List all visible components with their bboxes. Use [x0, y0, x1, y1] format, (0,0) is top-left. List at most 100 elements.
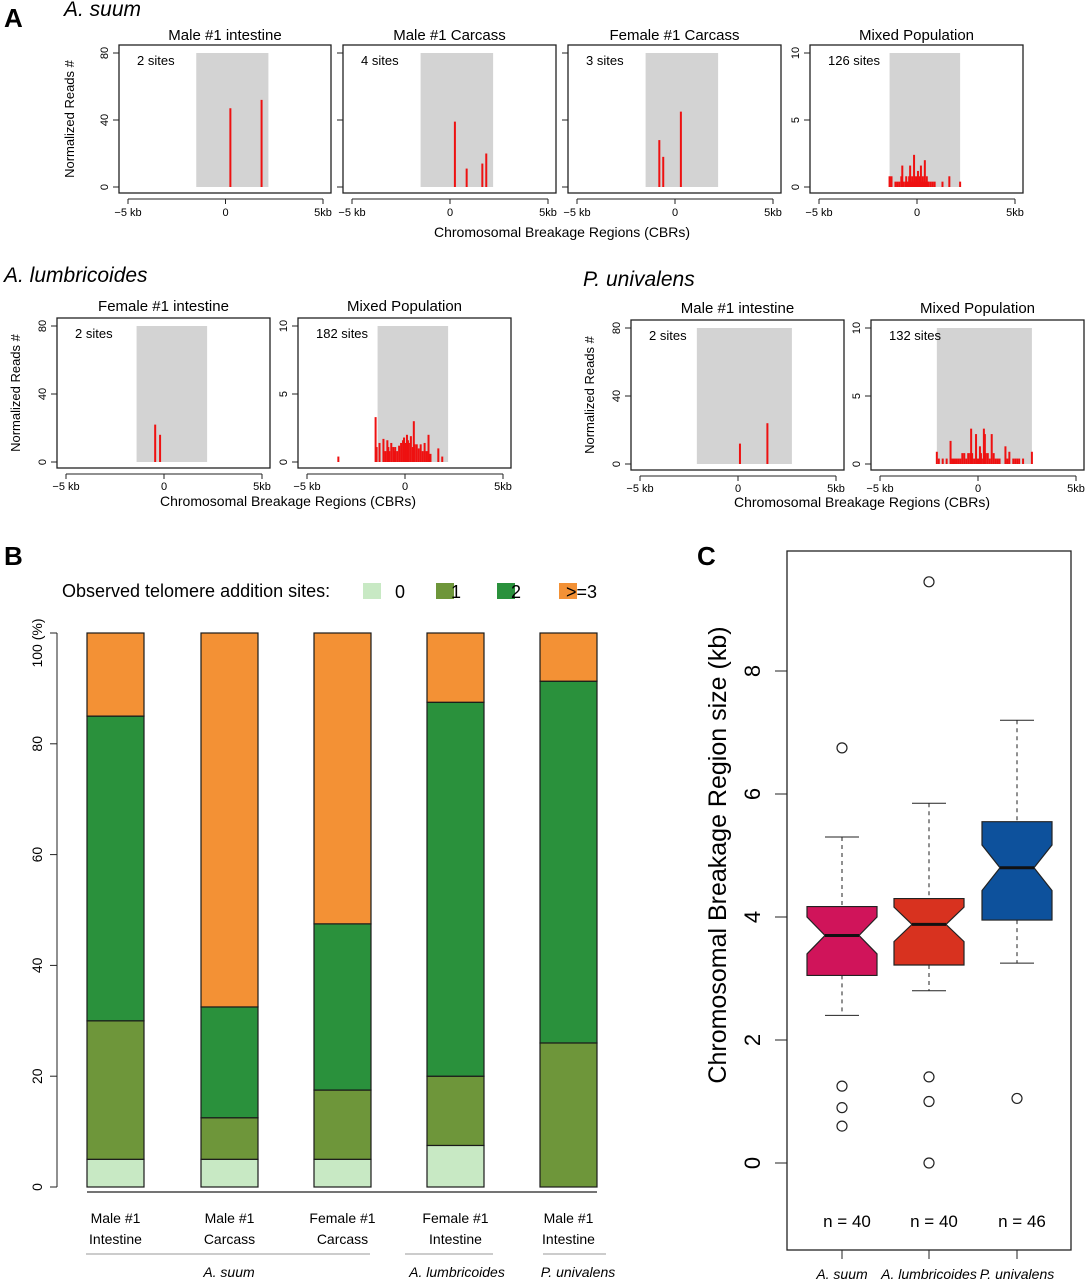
plot-title: Mixed Population: [347, 298, 462, 315]
plot-frame: [630, 319, 845, 471]
x-tick-label: 0: [447, 207, 453, 219]
y-axis-label: Normalized Reads #: [582, 335, 597, 454]
plot-frame: [118, 44, 332, 194]
bar-segment-1: [426, 1075, 485, 1147]
y-axis-label: Normalized Reads #: [62, 59, 77, 178]
legend-swatch: [559, 583, 577, 599]
y-tick-label: 0: [740, 1157, 765, 1169]
panel-a: A. suum Chromosomal Breakage Regions (CBR…: [2, 0, 1085, 510]
bar-segment-3: [313, 632, 372, 925]
y-tick-label: 2: [740, 1034, 765, 1046]
x-tick-label: 5kb: [314, 207, 332, 219]
x-tick-label: 0: [402, 481, 408, 493]
y-tick-label: 6: [740, 788, 765, 800]
x-tick-label: 0: [161, 481, 167, 493]
y-axis-label: Normalized Reads #: [8, 333, 23, 452]
notched-box: [893, 897, 965, 966]
plot-title: Female #1 intestine: [98, 298, 229, 315]
species-label: P. univalens: [583, 268, 695, 291]
y-tick-label: 5: [790, 117, 802, 123]
outlier-point: [923, 576, 935, 588]
plot-frame: [342, 44, 557, 194]
y-tick-label: 0: [37, 459, 49, 465]
cbr-plot: Mixed Population 126 sites 0 5 10 −5 kb 0 5kb: [790, 27, 1024, 219]
category-label: Male #1: [91, 1210, 141, 1226]
bar-segment-2: [313, 923, 372, 1091]
species-label: A. lumbricoides: [2, 264, 148, 287]
outlier-point: [1011, 1092, 1023, 1105]
plot-title: Male #1 Carcass: [393, 27, 506, 44]
y-tick-label: 40: [29, 957, 45, 973]
cbr-plot: Mixed Population 132 sites 0 5 10 −5 kb 0 5kb: [851, 300, 1085, 495]
x-tick-label: 0: [975, 483, 981, 495]
bar-segment-1: [313, 1089, 372, 1160]
y-axis-label: Chromosomal Breakage Region size (kb): [704, 626, 732, 1083]
y-tick-label: 40: [611, 390, 623, 402]
bar-segment-1: [539, 1042, 598, 1188]
y-tick-label: 0: [29, 1183, 45, 1191]
legend-label: 1: [451, 582, 461, 602]
y-tick-label: 0: [851, 461, 863, 467]
x-tick-label: 5kb: [1067, 483, 1085, 495]
plot-frame: [297, 317, 512, 469]
x-tick-label: 0: [735, 483, 741, 495]
category-label: Male #1: [205, 1210, 255, 1226]
count-label: n = 40: [823, 1212, 871, 1231]
x-tick-label: 5kb: [253, 481, 271, 493]
bar-segment-3: [539, 632, 598, 682]
outlier-point: [923, 1095, 935, 1108]
stacked-bar: Female #1 Intestine: [422, 632, 489, 1247]
bar-segment-0: [200, 1158, 259, 1188]
cbr-plot: Male #1 intestine 2 sites 0 40 80 −5 kb 0 5kb: [99, 27, 332, 219]
sites-count: 3 sites: [586, 53, 624, 68]
y-tick-label: 0: [278, 459, 290, 465]
species-group-label: A. suum: [202, 1264, 255, 1280]
cbr-plot: Mixed Population 182 sites 0 5 10 −5 kb 0 5kb: [278, 298, 512, 493]
x-tick-label: −5 kb: [805, 207, 832, 219]
legend-label: 2: [511, 582, 521, 602]
y-tick-label: 0: [99, 184, 111, 190]
panel-b: Observed telomere addition sites: 0 1 2 >=3 0…: [29, 581, 615, 1280]
panel-label-b: B: [4, 541, 23, 571]
x-axis-label: Chromosomal Breakage Regions (CBRs): [434, 224, 690, 240]
y-tick-label: 80: [611, 322, 623, 334]
bar-segment-2: [539, 680, 598, 1044]
legend-swatch: [363, 583, 381, 599]
category-label: Carcass: [204, 1231, 255, 1247]
y-tick-label: 5: [851, 393, 863, 399]
category-label: Intestine: [89, 1231, 142, 1247]
bar-segment-2: [86, 715, 145, 1022]
plot-title: Male #1 intestine: [681, 300, 794, 317]
x-tick-label: −5 kb: [866, 483, 893, 495]
cbr-region: [420, 53, 494, 187]
plot-title: Female #1 Carcass: [609, 27, 739, 44]
category-label: Male #1: [544, 1210, 594, 1226]
x-tick-label: A. suum: [815, 1266, 868, 1280]
x-tick-label: A. lumbricoides: [880, 1266, 977, 1280]
plot-title: Male #1 intestine: [168, 27, 281, 44]
notched-box: [806, 905, 878, 977]
y-tick-label: 60: [29, 847, 45, 863]
bar-segment-3: [426, 632, 485, 703]
y-tick-label: 80: [29, 736, 45, 752]
outlier-point: [836, 1080, 848, 1092]
legend-swatch: [497, 583, 515, 599]
x-tick-label: 0: [672, 207, 678, 219]
cbr-plot: Male #1 Carcass 4 sites −5 kb 0 5kb: [337, 27, 557, 219]
x-tick-label: 5kb: [539, 207, 557, 219]
y-tick-label: 100 (%): [29, 618, 45, 667]
bar-segment-1: [86, 1020, 145, 1160]
count-label: n = 40: [910, 1212, 958, 1231]
bar-segment-0: [86, 1158, 145, 1188]
x-tick-label: 5kb: [1006, 207, 1024, 219]
bar-segment-2: [426, 701, 485, 1077]
cbr-plot: Female #1 intestine 2 sites 0 40 80 −5 kb 0 5kb: [37, 298, 271, 493]
stacked-bar: Male #1 Carcass: [200, 632, 259, 1247]
sites-count: 132 sites: [889, 328, 942, 343]
y-tick-label: 5: [278, 391, 290, 397]
plot-title: Mixed Population: [859, 27, 974, 44]
plot-title: Mixed Population: [920, 300, 1035, 317]
bar-segment-1: [200, 1117, 259, 1160]
y-tick-label: 40: [99, 114, 111, 126]
